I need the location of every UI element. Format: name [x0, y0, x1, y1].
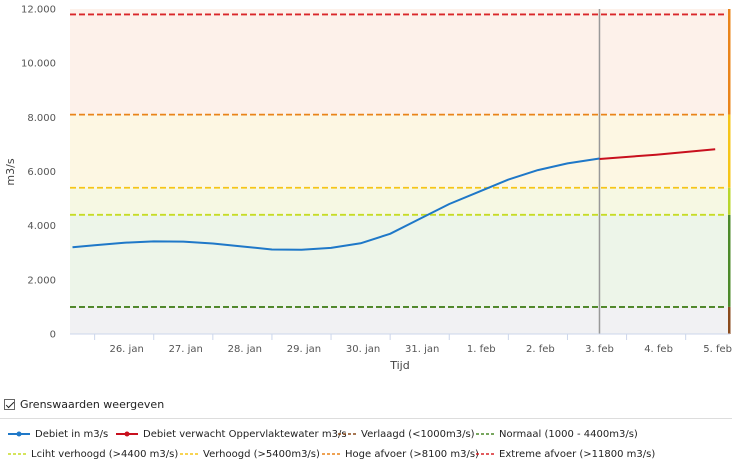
band-2: [70, 187, 728, 215]
legend-label: Debiet verwacht Oppervlaktewater m3/s: [143, 428, 347, 440]
series-line-1: [599, 148, 716, 160]
x-tick-label: 30. jan: [346, 344, 380, 355]
legend-item-hoge-afvoer[interactable]: Hoge afvoer (>8100 m3/s): [322, 444, 479, 464]
band-bar-1: [728, 214, 731, 307]
legend-row-2: Lciht verhoogd (>4400 m3/s) Verhoogd (>5…: [4, 444, 732, 464]
legend-label: Lciht verhoogd (>4400 m3/s): [31, 448, 179, 460]
band-0: [70, 306, 728, 334]
legend-label: Verhoogd (>5400m3/s): [203, 448, 320, 460]
legend-label: Debiet in m3/s: [35, 428, 109, 440]
band-bar-2: [728, 187, 731, 215]
x-tick-label: 26. jan: [109, 344, 143, 355]
chart: 0 2.000 4.000 6.000 8.000 10.000 12.000 26. ja…: [4, 5, 732, 373]
legend-label: Verlaagd (<1000m3/s): [361, 428, 475, 440]
y-axis-label: m3/s: [4, 158, 17, 185]
threshold-toggle[interactable]: Grenswaarden weergeven: [4, 396, 164, 412]
series-line-0: [72, 157, 600, 251]
band-4: [70, 9, 728, 115]
x-tick-label: 1. feb: [467, 344, 496, 355]
legend-label: Extreme afvoer (>11800 m3/s): [499, 448, 656, 460]
band-3: [70, 114, 728, 188]
threshold-color-bar: [728, 9, 731, 334]
series-lines: [72, 148, 716, 251]
y-tick-label: 6.000: [27, 167, 56, 178]
band-bar-0: [728, 306, 731, 334]
y-tick-label: 12.000: [21, 5, 56, 16]
legend-item-extreme-afvoer[interactable]: Extreme afvoer (>11800 m3/s): [476, 444, 655, 464]
x-tick-label: 3. feb: [585, 344, 614, 355]
y-tick-label: 2.000: [27, 275, 56, 286]
threshold-lines: [70, 9, 727, 334]
x-tick-label: 4. feb: [644, 344, 673, 355]
x-tick-label: 29. jan: [287, 344, 321, 355]
y-tick-label: 8.000: [27, 113, 56, 124]
threshold-toggle-label: Grenswaarden weergeven: [20, 397, 165, 411]
y-tick-label: 4.000: [27, 221, 56, 232]
band-bar-4: [728, 9, 731, 115]
legend-item-normaal[interactable]: Normaal (1000 - 4400m3/s): [476, 424, 638, 444]
x-tick-label: 2. feb: [526, 344, 555, 355]
x-tick-label: 31. jan: [405, 344, 439, 355]
legend-item-licht-verhoogd[interactable]: Lciht verhoogd (>4400 m3/s): [8, 444, 178, 464]
x-tick-label: 28. jan: [228, 344, 262, 355]
legend-row-1: Debiet in m3/s Debiet verwacht Oppervlak…: [4, 424, 732, 444]
x-axis-ticks: 26. jan 27. jan 28. jan 29. jan 30. jan 31. j…: [94, 334, 732, 355]
divider: [0, 418, 732, 419]
y-axis-ticks: 0 2.000 4.000 6.000 8.000 10.000 12.000: [21, 5, 56, 341]
y-tick-label: 10.000: [21, 59, 56, 70]
legend-item-verhoogd[interactable]: Verhoogd (>5400m3/s): [180, 444, 320, 464]
legend-item-verwacht[interactable]: Debiet verwacht Oppervlaktewater m3/s: [116, 424, 347, 444]
legend-item-debiet[interactable]: Debiet in m3/s: [8, 424, 108, 444]
y-tick-label: 0: [50, 330, 56, 341]
threshold-checkbox[interactable]: [4, 398, 15, 410]
x-tick-label: 27. jan: [169, 344, 203, 355]
legend-label: Normaal (1000 - 4400m3/s): [499, 428, 638, 440]
legend-item-verlaagd[interactable]: Verlaagd (<1000m3/s): [338, 424, 475, 444]
band-bar-3: [728, 114, 731, 188]
legend-label: Hoge afvoer (>8100 m3/s): [345, 448, 479, 460]
x-axis-label: Tijd: [389, 359, 409, 372]
threshold-bands: [70, 9, 728, 334]
legend: Debiet in m3/s Debiet verwacht Oppervlak…: [4, 424, 732, 464]
x-tick-label: 5. feb: [703, 344, 732, 355]
